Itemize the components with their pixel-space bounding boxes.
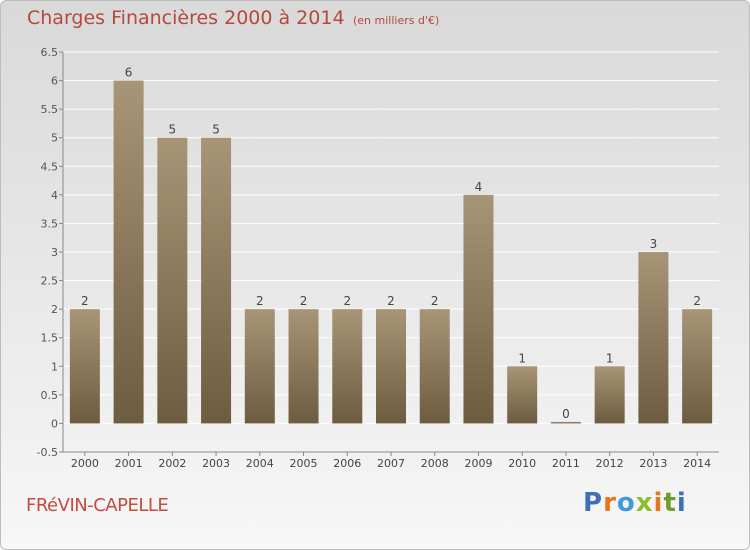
bar-2002 xyxy=(157,137,188,424)
bar-2007 xyxy=(376,309,406,424)
value-label: 6 xyxy=(125,66,133,80)
value-label: 2 xyxy=(431,294,439,308)
value-label: 2 xyxy=(693,294,701,308)
y-tick-label: 4 xyxy=(51,189,58,202)
value-label: 2 xyxy=(81,294,89,308)
value-labels: 2 6 5 5 2 2 2 2 2 4 1 0 1 3 2 xyxy=(81,66,701,421)
bar-2003 xyxy=(201,137,232,424)
axes xyxy=(59,51,719,456)
y-tick-label: 5 xyxy=(51,132,58,145)
x-tick-label: 2009 xyxy=(464,457,492,470)
bars xyxy=(69,80,713,424)
value-label: 2 xyxy=(300,294,308,308)
bar-2009 xyxy=(463,194,494,424)
x-tick-label: 2008 xyxy=(421,457,449,470)
x-tick-label: 2011 xyxy=(552,457,580,470)
logo-letter: P xyxy=(583,488,604,518)
x-tick-label: 2000 xyxy=(71,457,99,470)
x-tick-label: 2006 xyxy=(333,457,361,470)
x-tick-label: 2013 xyxy=(639,457,667,470)
x-tick-label: 2012 xyxy=(596,457,624,470)
x-tick-labels: 2000 2001 2002 2003 2004 2005 2006 2007 2008 2009… xyxy=(71,457,711,470)
town-name: FRéVIN-CAPELLE xyxy=(26,495,169,516)
y-tick-label: 0.5 xyxy=(41,389,59,402)
y-tick-label: 2.5 xyxy=(41,275,59,288)
y-tick-label: 3 xyxy=(51,246,58,259)
bar-2006 xyxy=(332,309,363,424)
y-tick-label: -0.5 xyxy=(37,446,58,459)
bar-2011 xyxy=(550,421,581,424)
bar-2013 xyxy=(638,252,669,424)
value-label: 5 xyxy=(212,123,220,137)
value-label: 4 xyxy=(475,180,483,194)
logo-letter: t xyxy=(663,488,677,518)
y-tick-label: 6.5 xyxy=(41,46,59,59)
value-label: 2 xyxy=(256,294,264,308)
logo-letter: x xyxy=(635,488,654,518)
x-tick-label: 2014 xyxy=(683,457,711,470)
value-label: 0 xyxy=(562,407,570,421)
x-tick-label: 2003 xyxy=(202,457,230,470)
value-label: 2 xyxy=(343,294,351,308)
x-tick-label: 2001 xyxy=(115,457,143,470)
bar-2014 xyxy=(682,309,713,424)
y-tick-label: 5.5 xyxy=(41,103,59,116)
y-tick-label: 4.5 xyxy=(41,160,59,173)
y-tick-label: 3.5 xyxy=(41,217,59,230)
chart-title: Charges Financières 2000 à 2014 xyxy=(27,7,345,29)
bar-2012 xyxy=(594,366,625,424)
x-tick-label: 2010 xyxy=(508,457,536,470)
value-label: 1 xyxy=(518,351,526,365)
x-tick-label: 2005 xyxy=(290,457,318,470)
proxiti-logo: Proxiti xyxy=(583,488,687,518)
y-tick-labels: -0.5 0 0.5 1 1.5 2 2.5 3 3.5 4 4.5 5 5.5 6 6.5 xyxy=(37,46,58,459)
bar-2005 xyxy=(288,309,319,424)
chart-subtitle: (en milliers d'€) xyxy=(353,14,440,27)
y-tick-label: 1 xyxy=(51,360,58,373)
logo-letter: o xyxy=(616,488,636,518)
value-label: 5 xyxy=(169,123,177,137)
y-tick-label: 6 xyxy=(51,75,58,88)
y-tick-label: 1.5 xyxy=(41,332,59,345)
bar-2004 xyxy=(244,309,275,424)
y-tick-label: 0 xyxy=(51,417,58,430)
logo-letter: i xyxy=(676,488,687,518)
bar-2000 xyxy=(69,309,100,424)
y-tick-label: 2 xyxy=(51,303,58,316)
logo-letter: r xyxy=(603,488,617,518)
bar-2001 xyxy=(113,80,144,424)
logo-letter: i xyxy=(653,488,664,518)
x-tick-label: 2007 xyxy=(377,457,405,470)
bar-2008 xyxy=(419,309,450,424)
value-label: 1 xyxy=(606,351,614,365)
x-tick-label: 2004 xyxy=(246,457,274,470)
value-label: 2 xyxy=(387,294,395,308)
x-tick-label: 2002 xyxy=(158,457,186,470)
value-label: 3 xyxy=(650,237,658,251)
bar-2010 xyxy=(507,366,538,424)
